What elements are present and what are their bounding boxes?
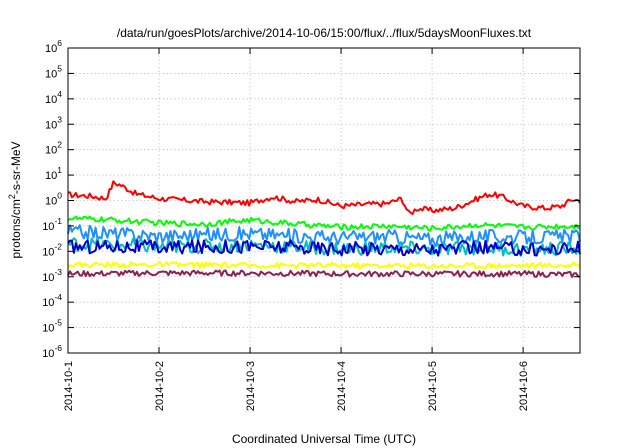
x-tick-label: 2014-10-5 xyxy=(427,361,439,411)
series-line-7 xyxy=(67,269,581,278)
y-tick-exponent: 4 xyxy=(57,89,62,99)
x-axis: 2014-10-1 2014-10-2 2014-10-3 2014-10-4 2014… xyxy=(63,48,530,411)
x-tick-label: 2014-10-2 xyxy=(154,361,166,411)
x-tick-label: 2014-10-1 xyxy=(63,361,75,411)
y-tick-label: 10-4 xyxy=(42,292,62,309)
y-tick-label: 10-2 xyxy=(42,241,62,258)
y-tick-base: 10 xyxy=(42,348,54,360)
y-axis-label-main: protons/cm xyxy=(9,199,23,258)
y-tick-label: 105 xyxy=(45,63,62,80)
y-tick-exponent: 2 xyxy=(57,140,62,150)
y-axis-label-superscript: 2 xyxy=(7,194,17,199)
series-group xyxy=(67,180,581,278)
y-tick-exponent: 3 xyxy=(57,114,62,124)
y-axis-label: protons/cm2-s-sr-MeV xyxy=(7,141,23,258)
y-tick-base: 10 xyxy=(45,94,57,106)
chart-title: /data/run/goesPlots/archive/2014-10-06/1… xyxy=(117,26,532,40)
y-axis: 10-610-510-410-310-210-11001011021031041… xyxy=(42,38,580,360)
series-line-3 xyxy=(67,224,581,247)
grid xyxy=(68,48,580,353)
y-tick-base: 10 xyxy=(45,196,57,208)
y-tick-exponent: -5 xyxy=(54,318,62,328)
plot-frame xyxy=(67,47,581,354)
y-tick-exponent: -6 xyxy=(54,343,62,353)
y-tick-base: 10 xyxy=(42,221,54,233)
y-tick-base: 10 xyxy=(42,323,54,335)
x-axis-label: Coordinated Universal Time (UTC) xyxy=(232,432,416,446)
y-tick-exponent: -4 xyxy=(54,292,62,302)
y-tick-base: 10 xyxy=(45,68,57,80)
y-tick-exponent: -2 xyxy=(54,241,62,251)
y-axis-label-rest: -s-sr-MeV xyxy=(9,141,23,194)
series-line-5 xyxy=(67,239,581,257)
y-tick-label: 102 xyxy=(45,140,62,157)
series-line-2 xyxy=(67,215,581,232)
y-tick-base: 10 xyxy=(45,170,57,182)
y-tick-label: 100 xyxy=(45,191,62,208)
y-tick-label: 104 xyxy=(45,89,62,106)
y-tick-exponent: 0 xyxy=(57,191,62,201)
y-tick-exponent: 5 xyxy=(57,63,62,73)
y-tick-base: 10 xyxy=(42,246,54,258)
y-tick-exponent: 6 xyxy=(57,38,62,48)
y-tick-label: 10-6 xyxy=(42,343,62,360)
x-tick-label: 2014-10-6 xyxy=(518,361,530,411)
y-tick-exponent: 1 xyxy=(57,165,62,175)
y-tick-base: 10 xyxy=(42,297,54,309)
y-tick-base: 10 xyxy=(42,272,54,284)
y-tick-label: 103 xyxy=(45,114,62,131)
series-line-6 xyxy=(67,261,581,270)
series-line-1 xyxy=(67,180,581,215)
y-tick-base: 10 xyxy=(45,43,57,55)
y-tick-base: 10 xyxy=(45,145,57,157)
y-tick-base: 10 xyxy=(45,119,57,131)
x-tick-label: 2014-10-3 xyxy=(245,361,257,411)
y-tick-label: 10-1 xyxy=(42,216,62,233)
y-tick-label: 10-3 xyxy=(42,267,62,284)
x-tick-label: 2014-10-4 xyxy=(336,361,348,411)
y-tick-exponent: -3 xyxy=(54,267,62,277)
y-tick-label: 101 xyxy=(45,165,62,182)
y-tick-exponent: -1 xyxy=(54,216,62,226)
y-tick-label: 10-5 xyxy=(42,318,62,335)
y-tick-label: 106 xyxy=(45,38,62,55)
